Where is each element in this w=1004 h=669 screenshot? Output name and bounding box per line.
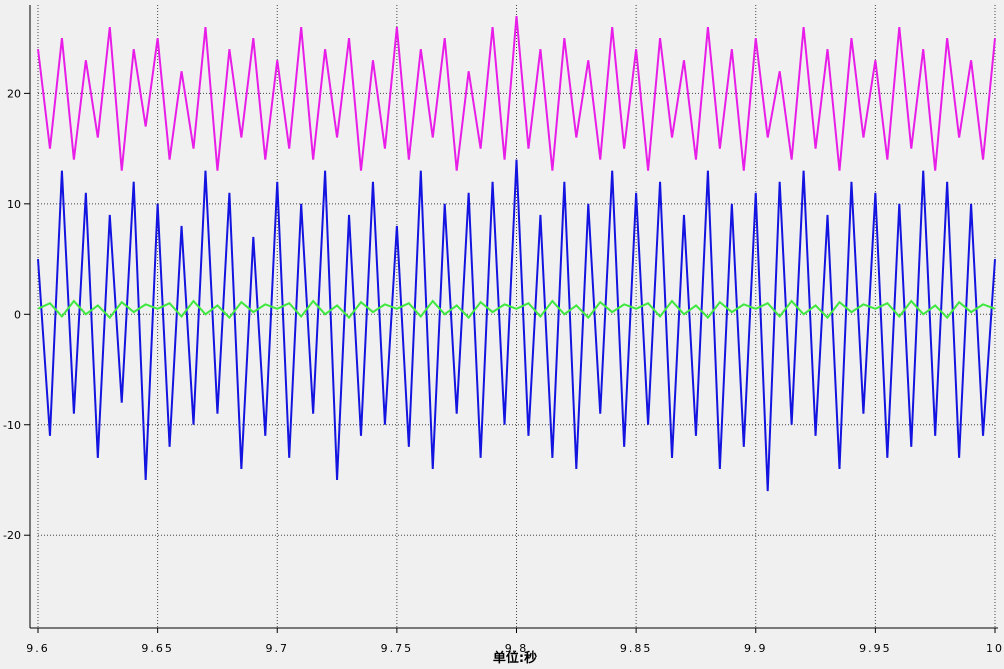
y-tick-label: 20 — [7, 87, 21, 100]
x-tick-label: 9.9 — [744, 642, 768, 655]
series-line — [37, 299, 996, 320]
y-tick-label: 0 — [14, 308, 21, 321]
x-tick-label: 9.8 — [505, 642, 529, 655]
x-tick-label: 9.6 — [26, 642, 50, 655]
x-tick-label: 10 — [986, 642, 1004, 655]
y-tick-label: -20 — [3, 529, 21, 542]
y-tick-label: -10 — [3, 419, 21, 432]
y-tick-label: 10 — [7, 198, 21, 211]
x-tick-label: 9.7 — [266, 642, 290, 655]
x-tick-label: 9.65 — [141, 642, 174, 655]
x-tick-label: 9.85 — [620, 642, 653, 655]
x-tick-label: 9.75 — [381, 642, 414, 655]
series-line — [37, 15, 996, 171]
series-line — [37, 159, 996, 492]
x-axis-label: 单位:秒 — [493, 650, 537, 666]
x-tick-label: 9.95 — [859, 642, 892, 655]
